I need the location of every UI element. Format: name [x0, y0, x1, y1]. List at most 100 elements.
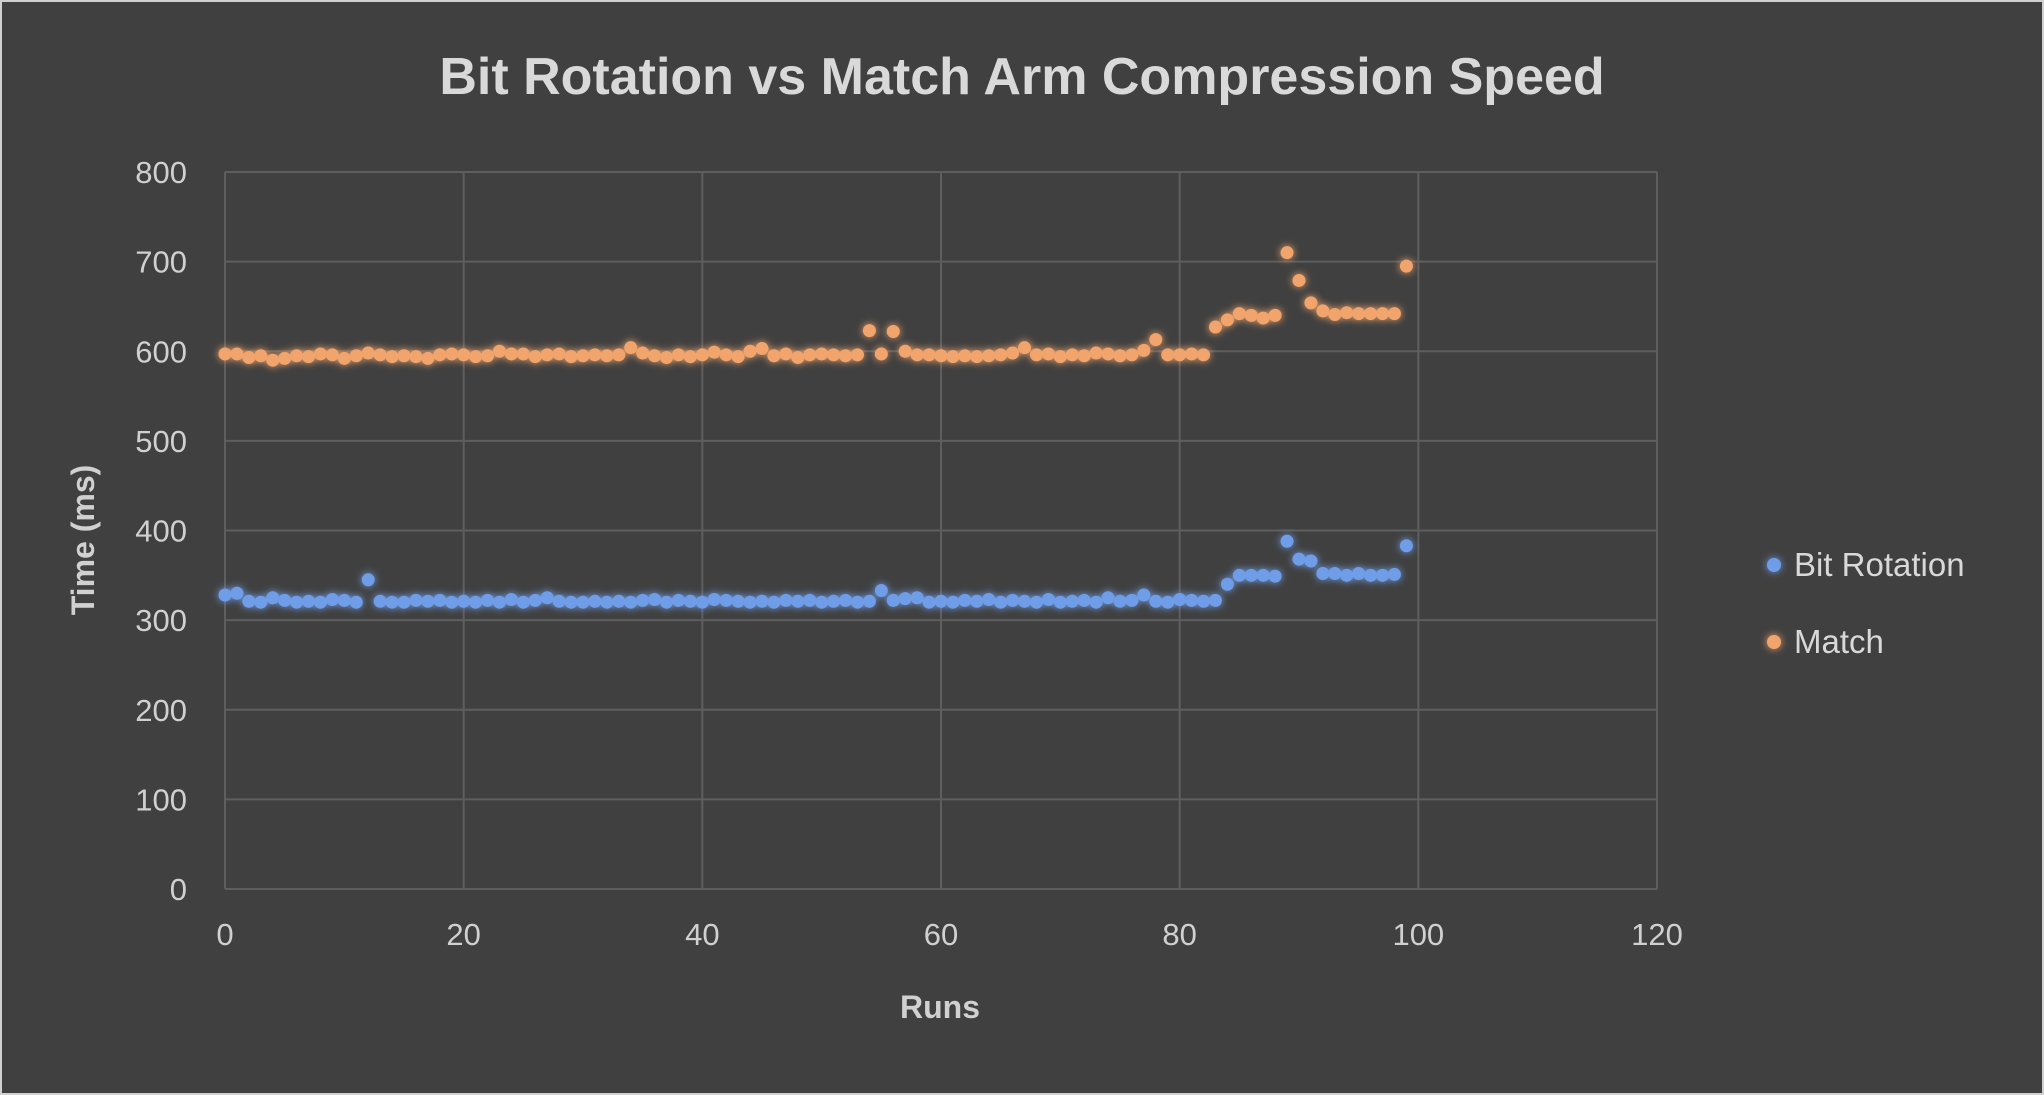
x-axis-ticks: 0 20 40 60 80 100 120	[216, 917, 1682, 952]
match-point	[1065, 348, 1079, 362]
match-point	[815, 347, 829, 361]
bit-rotation-point	[230, 586, 244, 600]
match-point	[612, 348, 626, 362]
y-tick-label: 0	[170, 872, 187, 907]
match-point	[1161, 348, 1175, 362]
bit-rotation-point	[1316, 567, 1330, 581]
x-tick-label: 80	[1162, 917, 1196, 952]
match-point	[671, 348, 685, 362]
match-point	[445, 347, 459, 361]
match-point	[934, 349, 948, 363]
match-point	[886, 325, 900, 339]
bit-rotation-point	[1352, 567, 1366, 581]
bit-rotation-point	[1065, 594, 1079, 608]
y-tick-label: 500	[135, 424, 187, 459]
bit-rotation-point	[994, 595, 1008, 609]
match-point	[481, 349, 495, 363]
match-point	[1304, 296, 1318, 310]
match-point	[982, 349, 996, 363]
bit-rotation-point	[886, 593, 900, 607]
bit-rotation-point	[671, 593, 685, 607]
match-point	[970, 350, 984, 364]
match-point	[325, 348, 339, 362]
match-point	[1244, 308, 1258, 322]
y-axis-ticks: 0 100 200 300 400 500 600 700 800	[135, 155, 187, 907]
match-point	[660, 351, 674, 365]
match-point	[242, 351, 256, 365]
bit-rotation-point	[409, 593, 423, 607]
bit-rotation-point	[552, 594, 566, 608]
bit-rotation-point	[839, 593, 853, 607]
match-point	[1208, 320, 1222, 334]
match-point	[230, 347, 244, 361]
bit-rotation-point	[540, 591, 554, 605]
bit-rotation-point	[242, 594, 256, 608]
match-point	[1364, 307, 1378, 321]
bit-rotation-point	[874, 584, 888, 598]
match-point	[1316, 304, 1330, 318]
x-tick-label: 20	[446, 917, 480, 952]
y-tick-label: 600	[135, 334, 187, 369]
match-point	[385, 350, 399, 364]
bit-rotation-point	[719, 593, 733, 607]
bit-rotation-point	[1101, 591, 1115, 605]
legend: Bit Rotation Match	[1767, 546, 1965, 660]
bit-rotation-point	[683, 594, 697, 608]
match-point	[588, 348, 602, 362]
match-point	[1018, 341, 1032, 355]
match-point	[564, 350, 578, 364]
bit-rotation-point	[755, 594, 769, 608]
bit-rotation-point	[815, 595, 829, 609]
x-tick-label: 60	[924, 917, 958, 952]
bit-rotation-point	[910, 591, 924, 605]
bit-rotation-point	[958, 593, 972, 607]
y-axis-label: Time (ms)	[65, 465, 101, 616]
bit-rotation-point	[767, 595, 781, 609]
match-point	[946, 350, 960, 364]
bit-rotation-point	[624, 595, 638, 609]
bit-rotation-point	[385, 595, 399, 609]
bit-rotation-point	[1399, 539, 1413, 553]
match-point	[492, 344, 506, 358]
bit-rotation-point	[1280, 534, 1294, 548]
bit-rotation-point	[1268, 569, 1282, 583]
bit-rotation-point	[731, 594, 745, 608]
bit-rotation-point	[1304, 554, 1318, 568]
bit-rotation-point	[1340, 568, 1354, 582]
match-point	[767, 349, 781, 363]
grid	[224, 171, 1658, 890]
y-tick-label: 700	[135, 245, 187, 280]
bit-rotation-point	[349, 595, 363, 609]
match-point	[1197, 348, 1211, 362]
bit-rotation-point	[695, 595, 709, 609]
match-point	[1053, 350, 1067, 364]
match-point	[361, 346, 375, 360]
bit-rotation-point	[373, 594, 387, 608]
bit-rotation-point	[254, 595, 268, 609]
bit-rotation-point	[1292, 552, 1306, 566]
bit-rotation-point	[337, 593, 351, 607]
bit-rotation-point	[564, 595, 578, 609]
bit-rotation-point	[481, 593, 495, 607]
match-point	[409, 350, 423, 364]
match-point	[862, 324, 876, 338]
bit-rotation-point	[970, 594, 984, 608]
match-point	[779, 347, 793, 361]
match-point	[1292, 273, 1306, 287]
match-point	[1006, 346, 1020, 360]
bit-rotation-point	[1256, 568, 1270, 582]
match-point	[994, 348, 1008, 362]
bit-rotation-point	[1208, 593, 1222, 607]
match-point	[1149, 333, 1163, 347]
bit-rotation-point	[421, 594, 435, 608]
match-point	[397, 349, 411, 363]
series-match	[218, 246, 1413, 367]
match-point	[731, 350, 745, 364]
match-point	[839, 349, 853, 363]
bit-rotation-point	[1077, 593, 1091, 607]
bit-rotation-point	[1185, 593, 1199, 607]
bit-rotation-point	[922, 595, 936, 609]
match-point	[576, 349, 590, 363]
